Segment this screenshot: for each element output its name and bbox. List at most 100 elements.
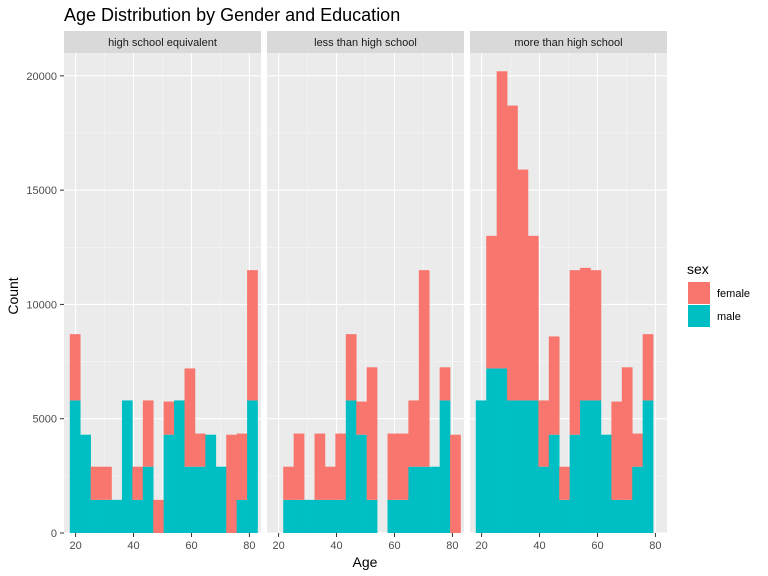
bar-male: [80, 434, 91, 533]
bar-female: [559, 466, 570, 500]
bar-female: [496, 71, 508, 369]
facet-strip-label: high school equivalent: [108, 37, 217, 49]
bar-female: [642, 334, 654, 401]
facet-panels: high school equivalent less than high sch…: [64, 31, 667, 534]
bar-female: [397, 433, 409, 500]
bar-male: [642, 400, 654, 533]
facet-strip: [267, 31, 464, 53]
y-axis-title: Count: [5, 277, 21, 314]
bar-female: [247, 270, 258, 401]
x-tick-label: 40: [533, 540, 545, 552]
bar-male: [247, 400, 258, 533]
legend-entries: female male: [688, 282, 750, 327]
bar-male: [345, 400, 357, 533]
y-tick-label: 5000: [33, 414, 57, 426]
x-tick-label: 20: [475, 540, 487, 552]
bar-female: [611, 401, 623, 500]
bar-male: [632, 466, 643, 533]
bar-female: [283, 466, 294, 500]
bar-male: [538, 466, 550, 533]
y-tick-label: 0: [51, 528, 57, 540]
bar-male: [174, 400, 185, 533]
legend-key-female: [688, 282, 710, 304]
bar-female: [356, 401, 367, 435]
x-tick-label: 80: [649, 540, 661, 552]
x-tick-label: 20: [69, 540, 81, 552]
bar-female: [153, 499, 164, 533]
bar-male: [559, 499, 570, 533]
bar-female: [293, 433, 305, 500]
x-axis: 20 40 60 80: [69, 533, 256, 552]
bar-female: [418, 270, 430, 467]
bar-male: [132, 499, 144, 533]
bar-male: [397, 499, 409, 533]
bar-female: [226, 434, 237, 533]
x-tick-label: 80: [243, 540, 255, 552]
facet-panel: high school equivalent: [64, 31, 261, 534]
x-tick-label: 60: [591, 540, 603, 552]
bar-male: [366, 499, 378, 533]
bar-female: [335, 433, 347, 500]
legend-label-female: female: [717, 288, 750, 300]
bar-male: [205, 434, 217, 533]
bar-female: [590, 270, 602, 401]
bar-male: [475, 400, 487, 533]
bar-male: [324, 499, 336, 533]
facet-strip: [64, 31, 261, 53]
bar-female: [486, 235, 497, 369]
facet-panel: less than high school: [267, 31, 464, 534]
bar-female: [314, 433, 326, 500]
x-axis: 20 40 60 80: [272, 533, 459, 552]
x-axis-title: Age: [353, 554, 378, 570]
bar-female: [450, 434, 461, 533]
bar-male: [142, 466, 154, 533]
bar-female: [345, 334, 357, 401]
bar-male: [90, 499, 102, 533]
bar-female: [324, 466, 336, 500]
bar-female: [142, 400, 154, 467]
bar-male: [335, 499, 347, 533]
bar-female: [580, 267, 591, 401]
bar-female: [366, 367, 378, 500]
bar-male: [611, 499, 623, 533]
bar-male: [184, 466, 196, 533]
bar-female: [538, 400, 550, 467]
x-axes: 20 40 60 80 20 40 60 80 20 40 60 80: [69, 533, 662, 552]
facet-strip-label: less than high school: [314, 37, 417, 49]
x-tick-label: 40: [127, 540, 139, 552]
bar-female: [517, 169, 529, 401]
bar-female: [569, 270, 581, 435]
bar-male: [496, 368, 508, 533]
bar-male: [527, 400, 539, 533]
y-tick-label: 20000: [26, 71, 57, 83]
bar-female: [621, 367, 633, 500]
bar-female: [132, 466, 144, 500]
facet-strip-label: more than high school: [514, 37, 622, 49]
bar-female: [632, 433, 643, 467]
bar-female: [236, 433, 248, 500]
bar-female: [163, 401, 175, 435]
x-tick-label: 20: [272, 540, 284, 552]
legend-label-male: male: [717, 311, 741, 323]
bar-male: [439, 400, 451, 533]
bar-male: [163, 434, 175, 533]
bar-male: [314, 499, 326, 533]
bar-male: [283, 499, 294, 533]
y-tick-label: 15000: [26, 185, 57, 197]
bar-female: [507, 105, 518, 401]
bar-male: [408, 466, 420, 533]
bar-male: [111, 499, 123, 533]
bar-male: [621, 499, 633, 533]
bar-male: [356, 434, 367, 533]
x-axis: 20 40 60 80: [475, 533, 662, 552]
y-tick-label: 10000: [26, 299, 57, 311]
bar-female: [101, 466, 112, 500]
bar-male: [569, 434, 581, 533]
legend-key-male: [688, 305, 710, 327]
bar-male: [517, 400, 529, 533]
bar-male: [387, 499, 399, 533]
bar-male: [548, 434, 560, 533]
x-tick-label: 40: [330, 540, 342, 552]
bar-male: [507, 400, 518, 533]
